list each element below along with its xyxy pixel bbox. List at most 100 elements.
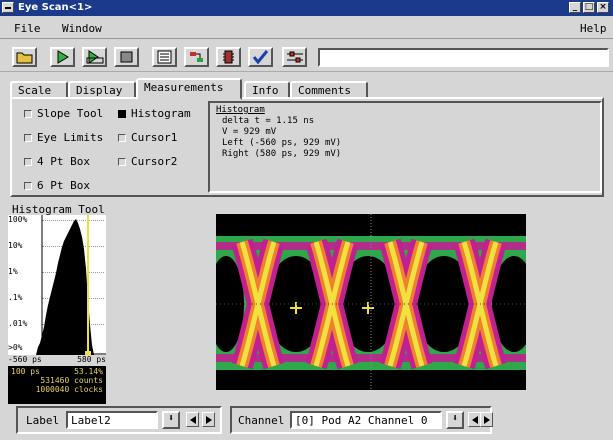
six-pt-box-label: 6 Pt Box [37,179,90,192]
eye-crossing [390,242,422,366]
channel-dropdown-button[interactable]: ⬇ [446,411,464,429]
open-button[interactable] [12,47,37,67]
settings-icon [287,51,303,63]
channel-next-button[interactable] [480,412,493,427]
histogram-checkbox[interactable] [118,110,126,118]
label-caption: Label [26,414,60,427]
histogram-x-labels: -560 ps 580 ps [8,355,106,367]
slope-tool-checkbox[interactable] [24,110,32,118]
tab-measurements[interactable]: Measurements [136,78,242,100]
title-bar[interactable]: Eye Scan<1> _ □ × [0,0,613,16]
minimize-icon[interactable]: _ [569,2,581,13]
info-line: Right (580 ps, 929 mV) [222,149,342,159]
info-line: V = 929 mV [222,127,277,137]
triangle-right-icon [206,416,212,424]
y-label: >0% [8,343,23,352]
info-line: Left (-560 ps, 929 mV) [222,138,342,148]
open-icon [16,52,33,64]
cursor1-checkbox[interactable] [118,134,126,142]
settings-button[interactable] [282,47,307,67]
slope-tool-option[interactable]: Slope Tool [24,107,103,120]
histogram-tool-title: Histogram Tool [12,203,105,216]
menu-help[interactable]: Help [580,22,607,35]
stop-icon [120,51,133,63]
histogram-bars [36,215,106,355]
histogram-label: Histogram [131,107,191,120]
stat-time: 100 ps [11,367,40,376]
run-icon [57,50,69,64]
format-icon [190,52,203,62]
cursor1-label: Cursor1 [131,131,178,144]
eye-limits-checkbox[interactable] [24,134,32,142]
run-button[interactable] [50,47,75,67]
stat-clocks: 1000040 clocks [35,385,103,394]
maximize-icon[interactable]: □ [583,2,595,13]
eye-diagram-display [208,214,536,390]
eye-diagram-graphic [208,214,536,390]
menu-window[interactable]: Window [62,22,102,35]
histogram-stats: 100 ps 53.14% 531460 counts 1000040 cloc… [8,366,106,404]
system-menu-icon[interactable] [2,2,14,13]
check-icon [252,50,269,64]
x-left-label: -560 ps [8,355,42,364]
channel-field[interactable]: [0] Pod A2 Channel 0 [290,411,442,429]
label-group: Label Label2 ⬇ [16,406,222,434]
channel-group: Channel [0] Pod A2 Channel 0 ⬇ [230,406,493,434]
listing-button[interactable] [152,47,177,67]
label-dropdown-button[interactable]: ⬇ [162,411,180,429]
toolbar-text-field[interactable] [318,48,609,67]
format-button[interactable] [184,47,209,67]
menu-file[interactable]: File [14,22,41,35]
x-right-label: 580 ps [77,355,106,364]
triangle-right-icon [484,416,490,424]
four-pt-box-option[interactable]: 4 Pt Box [24,155,90,168]
stat-percent: 53.14% [74,367,103,376]
eye-limits-label: Eye Limits [37,131,104,144]
histogram-option[interactable]: Histogram [118,107,191,120]
measurement-info-box: Histogram delta t = 1.15 ns V = 929 mV L… [208,101,602,193]
stop-button[interactable] [114,47,139,67]
y-label: 100% [8,215,28,224]
label-next-button[interactable] [202,412,215,427]
measurements-panel: Slope Tool Histogram Eye Limits Cursor1 … [10,97,604,197]
window-title: Eye Scan<1> [18,2,93,13]
cursor2-checkbox[interactable] [118,158,126,166]
close-icon[interactable]: × [597,2,609,13]
eye-opening [492,256,536,352]
label-field[interactable]: Label2 [66,411,158,429]
label-prev-button[interactable] [186,412,199,427]
four-pt-box-checkbox[interactable] [24,158,32,166]
y-label: 1% [8,267,18,276]
eye-high-rail [216,242,526,250]
y-label: .01% [8,319,28,328]
six-pt-box-checkbox[interactable] [24,182,32,190]
six-pt-box-option[interactable]: 6 Pt Box [24,179,90,192]
check-button[interactable] [248,47,273,67]
run-repetitive-icon [86,50,104,64]
slope-tool-label: Slope Tool [37,107,104,120]
y-label: .1% [8,293,23,302]
chip-icon [223,50,234,64]
stat-counts: 531460 counts [40,376,103,385]
eye-crossing [242,242,274,366]
histogram-cursor-handle[interactable] [85,351,91,355]
cursor2-option[interactable]: Cursor2 [118,155,177,168]
bottom-controls: Label Label2 ⬇ Channel [0] Pod A2 Channe… [0,402,613,440]
info-heading: Histogram [216,105,265,115]
cursor2-label: Cursor2 [131,155,178,168]
run-repetitive-button[interactable] [82,47,107,67]
cursor1-option[interactable]: Cursor1 [118,131,177,144]
channel-caption: Channel [238,414,285,427]
histogram-plot: 100% 10% 1% .1% .01% >0% [8,215,106,355]
listing-icon [157,50,172,64]
histogram-distribution [36,219,94,355]
four-pt-box-label: 4 Pt Box [37,155,90,168]
toolbar [0,40,613,72]
y-label: 10% [8,241,23,250]
eye-limits-option[interactable]: Eye Limits [24,131,103,144]
triangle-left-icon [190,416,196,424]
menu-bar: File Window Help [0,17,613,39]
chip-button[interactable] [216,47,241,67]
grid-line [42,220,104,221]
